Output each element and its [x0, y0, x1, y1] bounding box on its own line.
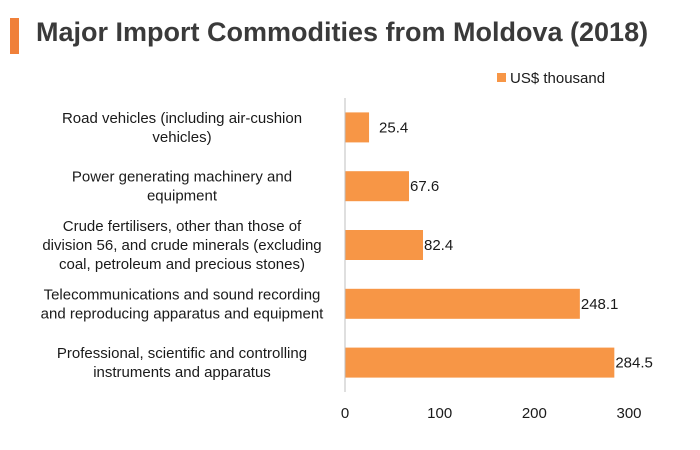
legend-swatch — [497, 73, 506, 82]
category-label: Telecommunications and sound recording an… — [41, 286, 325, 322]
category-label: Road vehicles (including air-cushion vehi… — [62, 110, 302, 146]
bar — [345, 171, 409, 202]
data-label: 248.1 — [581, 296, 619, 313]
title-accent-bar — [10, 18, 19, 54]
bar — [345, 347, 615, 378]
legend: US$ thousand — [497, 70, 605, 87]
bars-group — [345, 112, 615, 378]
legend-label: US$ thousand — [510, 70, 605, 87]
x-tick-label: 300 — [616, 405, 641, 422]
x-tick-label: 200 — [522, 405, 547, 422]
x-axis: 0 100 200 300 — [341, 98, 642, 422]
x-tick-label: 100 — [427, 405, 452, 422]
bar — [345, 230, 424, 260]
category-label: Power generating machinery and equipment — [72, 169, 292, 205]
data-label: 25.4 — [379, 119, 408, 136]
bar — [345, 112, 370, 143]
chart-title: Major Import Commodities from Moldova (2… — [36, 17, 649, 47]
bar — [345, 288, 580, 319]
data-label: 67.6 — [410, 178, 439, 195]
x-tick-label: 0 — [341, 405, 349, 422]
value-labels: 25.4 67.6 82.4 248.1 284.5 — [379, 119, 653, 371]
category-label: Crude fertilisers, other than those of di… — [42, 218, 321, 273]
data-label: 82.4 — [424, 237, 453, 254]
category-label: Professional, scientific and controlling… — [57, 345, 307, 381]
data-label: 284.5 — [615, 355, 653, 372]
category-labels: Road vehicles (including air-cushion vehi… — [41, 110, 325, 381]
